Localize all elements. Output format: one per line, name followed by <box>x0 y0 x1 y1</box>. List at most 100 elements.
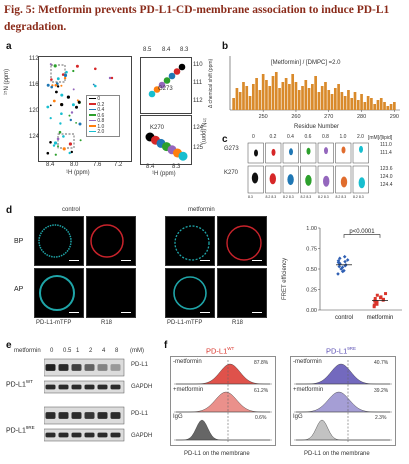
legend-row: 1.0 <box>89 124 104 130</box>
peak-spot <box>289 148 293 156</box>
fret-point-metformin <box>379 295 383 299</box>
bar <box>373 104 377 110</box>
scale-bar <box>69 311 79 313</box>
titration-legend: 0 0.2 0.4 0.6 0.8 1.0 2.0 <box>86 95 120 137</box>
blot-band <box>84 364 95 371</box>
blot-strip-wt-pdl1 <box>44 358 125 377</box>
row-label-ap: AP <box>14 286 24 293</box>
flow-histogram-wt <box>170 356 276 446</box>
nmr-peak <box>62 135 65 138</box>
peak-spot <box>251 172 259 184</box>
bar <box>363 102 367 110</box>
blot-row-label-sup: 9RE <box>25 425 35 430</box>
peak-spot <box>358 177 365 189</box>
zoom-peak <box>168 72 176 80</box>
peak-spot <box>305 174 312 186</box>
nmr-peak <box>56 85 60 88</box>
flow-histogram-curve <box>176 419 270 441</box>
nmr-peak <box>58 130 62 134</box>
blot-band-label-3: PD-L1 <box>131 411 149 417</box>
micrograph-metformin-ap-mtfp <box>165 268 215 318</box>
zoom-bottom-peaks <box>145 132 188 161</box>
nmr-peak <box>56 137 60 141</box>
y-tick-label: 0.50 <box>306 267 317 273</box>
nmr-peak <box>75 122 77 124</box>
hsqc-y-tick-1: 112 <box>29 56 39 62</box>
blot-band <box>97 364 108 371</box>
panel-label-f: f <box>164 340 168 351</box>
peak-spot <box>340 176 348 188</box>
fret-point-metformin <box>384 292 388 296</box>
legend-swatch <box>89 114 96 116</box>
flow-9re-row-label-1: -metformin <box>293 359 322 365</box>
g273-ppm-1: 111.0 <box>380 142 392 148</box>
micrograph-control-bp-r18 <box>86 216 136 266</box>
bar <box>337 84 340 110</box>
legend-row: 0.8 <box>89 118 104 124</box>
bar <box>317 92 321 110</box>
flow-title-text: PD-L1 <box>206 346 228 356</box>
blot-unit: (mM) <box>130 348 144 354</box>
blot-concentration: 2 <box>89 348 93 354</box>
peak-panel-tick: 8.2 8.3 <box>335 195 347 199</box>
blot-strip-mut-pdl1 <box>44 406 125 425</box>
blot-band <box>71 412 82 419</box>
g273-ppm-2: 111.4 <box>380 150 392 156</box>
zoom-x-bottom-tick-2: 8.3 <box>172 164 181 170</box>
bar <box>301 86 304 110</box>
blot-band <box>84 432 95 438</box>
legend-swatch <box>89 119 96 122</box>
nmr-peak <box>61 73 65 76</box>
blot-band <box>71 384 82 390</box>
flow-histogram-curve <box>176 363 271 385</box>
bar <box>330 94 334 110</box>
fret-point-control <box>336 272 340 276</box>
peak-spot <box>324 147 328 155</box>
figure-title: Fig. 5: Metformin prevents PD-L1-CD-memb… <box>4 4 390 33</box>
scale-bar <box>121 311 131 313</box>
blot-strip-wt-gapdh <box>44 380 125 394</box>
legend-value: 0.2 <box>97 101 105 108</box>
nmr-peak <box>66 95 70 99</box>
bar-x-label: Residue Number <box>294 124 340 130</box>
nmr-peak <box>52 144 56 147</box>
legend-value: 2.0 <box>97 129 105 135</box>
bar <box>350 98 354 110</box>
bar-annotation: [Metformin] / [DMPC] =2.0 <box>271 60 341 66</box>
bar <box>379 98 383 110</box>
bar <box>393 102 396 110</box>
bar <box>324 82 327 110</box>
panel-label-a: a <box>6 41 12 52</box>
fret-point-metformin <box>373 299 377 303</box>
k270-ppm-3: 124.4 <box>380 182 393 188</box>
peak-cell-g273 <box>352 142 369 164</box>
legend-row: 0.2 <box>89 102 104 108</box>
bar <box>311 84 314 110</box>
blot-band <box>84 384 95 390</box>
peak-spot <box>287 174 294 186</box>
nmr-peak <box>68 142 72 146</box>
bar <box>389 104 393 110</box>
micrograph-control-bp-mtfp <box>34 216 84 266</box>
titration-header-value: 0.6 <box>304 134 312 140</box>
bar <box>258 90 262 110</box>
nmr-peak <box>75 64 79 68</box>
scale-bar <box>200 311 210 313</box>
nmr-peak <box>110 76 114 80</box>
zoom-x-label: ¹H (ppm) <box>152 171 176 177</box>
fret-point-metformin <box>375 293 379 297</box>
bar <box>347 90 350 110</box>
blot-concentration: 8 <box>115 348 119 354</box>
legend-value: 1.0 <box>97 123 105 130</box>
bar <box>245 86 249 110</box>
hsqc-spectrum <box>46 63 114 156</box>
k270-ppm-1: 123.6 <box>380 166 393 172</box>
zoom-peak <box>173 68 181 75</box>
scale-bar <box>121 259 131 261</box>
flow-9re-row-label-2: +metformin <box>293 387 324 393</box>
col-label-control: control <box>62 207 81 213</box>
micrograph-metformin-bp-r18 <box>217 216 267 266</box>
legend-value: 0 <box>97 96 101 102</box>
nmr-peak <box>52 99 56 103</box>
flow-9re-x-label: PD-L1 on the membrane <box>304 451 370 457</box>
